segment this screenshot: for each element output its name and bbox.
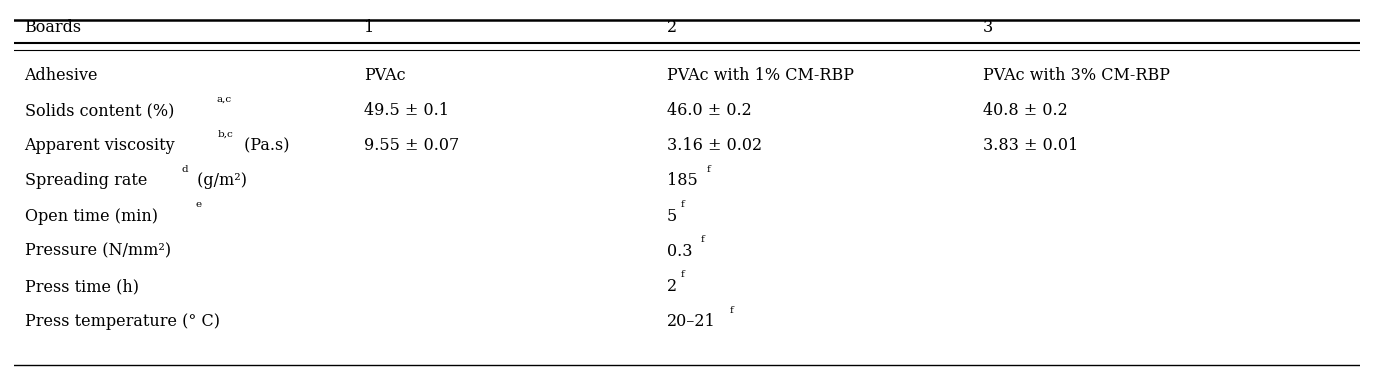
Text: (g/m²): (g/m²) — [192, 172, 247, 189]
Text: PVAc with 3% CM-RBP: PVAc with 3% CM-RBP — [984, 67, 1171, 84]
Text: 3.83 ± 0.01: 3.83 ± 0.01 — [984, 137, 1079, 154]
Text: 5: 5 — [666, 208, 677, 225]
Text: Press time (h): Press time (h) — [25, 278, 139, 295]
Text: 0.3: 0.3 — [666, 243, 692, 260]
Text: Press temperature (° C): Press temperature (° C) — [25, 313, 220, 330]
Text: 46.0 ± 0.2: 46.0 ± 0.2 — [666, 102, 752, 119]
Text: 40.8 ± 0.2: 40.8 ± 0.2 — [984, 102, 1068, 119]
Text: Open time (min): Open time (min) — [25, 208, 158, 225]
Text: 9.55 ± 0.07: 9.55 ± 0.07 — [364, 137, 459, 154]
Text: (Pa.s): (Pa.s) — [239, 137, 290, 154]
Text: Adhesive: Adhesive — [25, 67, 98, 84]
Text: 3: 3 — [984, 19, 993, 36]
Text: PVAc: PVAc — [364, 67, 405, 84]
Text: 2: 2 — [666, 19, 677, 36]
Text: f: f — [682, 200, 684, 209]
Text: f: f — [730, 306, 734, 315]
Text: 185: 185 — [666, 172, 698, 189]
Text: b,c: b,c — [217, 130, 234, 139]
Text: 49.5 ± 0.1: 49.5 ± 0.1 — [364, 102, 449, 119]
Text: Boards: Boards — [25, 19, 81, 36]
Text: Spreading rate: Spreading rate — [25, 172, 147, 189]
Text: 1: 1 — [364, 19, 374, 36]
Text: 2: 2 — [666, 278, 677, 295]
Text: a,c: a,c — [216, 94, 231, 104]
Text: d: d — [181, 165, 188, 174]
Text: f: f — [682, 271, 684, 279]
Text: PVAc with 1% CM-RBP: PVAc with 1% CM-RBP — [666, 67, 853, 84]
Text: Solids content (%): Solids content (%) — [25, 102, 174, 119]
Text: f: f — [701, 235, 703, 244]
Text: 20–21: 20–21 — [666, 313, 716, 330]
Text: Pressure (N/mm²): Pressure (N/mm²) — [25, 243, 170, 260]
Text: Apparent viscosity: Apparent viscosity — [25, 137, 174, 154]
Text: e: e — [195, 200, 202, 209]
Text: f: f — [708, 165, 710, 174]
Text: 3.16 ± 0.02: 3.16 ± 0.02 — [666, 137, 763, 154]
